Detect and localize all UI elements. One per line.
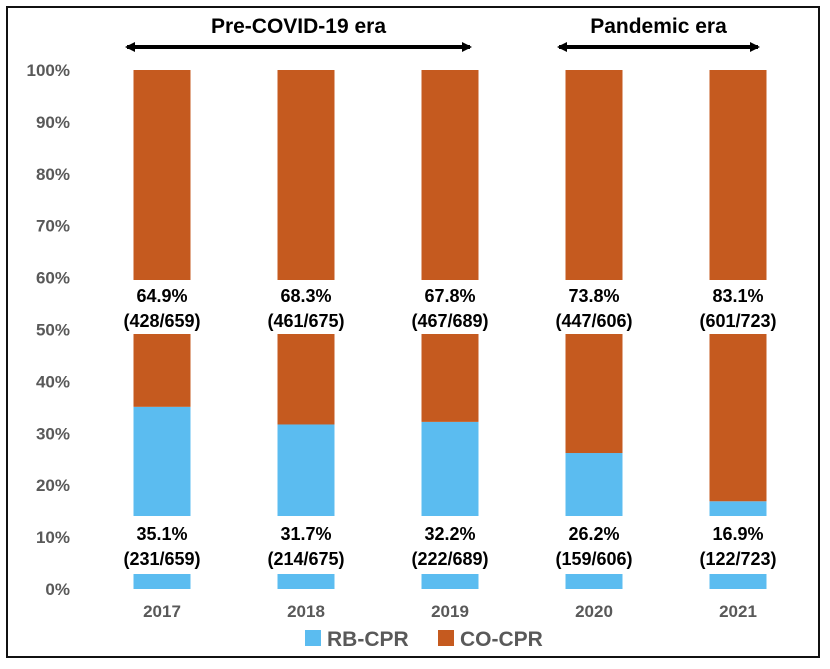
label-background [668, 516, 808, 574]
x-tick-label: 2018 [287, 602, 325, 621]
era-annotations: Pre-COVID-19 era Pandemic era [125, 15, 760, 52]
legend: RB-CPR CO-CPR [305, 628, 543, 651]
data-label-rb-count: (214/675) [267, 549, 344, 569]
label-background [92, 280, 232, 334]
legend-label: CO-CPR [460, 628, 543, 651]
figure-frame [6, 6, 820, 658]
data-label-rb-count: (222/689) [411, 549, 488, 569]
legend-swatch [438, 630, 454, 646]
y-tick-label: 50% [36, 321, 70, 340]
label-background [524, 516, 664, 574]
legend-swatch [305, 630, 321, 646]
x-axis: 2017 2018 2019 2020 2021 [143, 602, 757, 621]
y-tick-label: 70% [36, 217, 70, 236]
data-label-rb-pct: 32.2% [424, 524, 475, 544]
era-label: Pandemic era [590, 15, 727, 38]
x-tick-label: 2017 [143, 602, 181, 621]
y-axis: 0% 10% 20% 30% 40% 50% 60% 70% 80% 90% 100% [27, 61, 70, 599]
bars: 64.9% (428/659) 35.1% (231/659) 68.3% (461/67… [92, 70, 808, 589]
data-label-co-pct: 67.8% [424, 286, 475, 306]
data-label-co-pct: 64.9% [136, 286, 187, 306]
bar-co-cpr [421, 70, 479, 422]
data-label-rb-count: (231/659) [123, 549, 200, 569]
bar-co-cpr [277, 70, 335, 425]
y-tick-label: 0% [45, 580, 70, 599]
data-label-co-count: (467/689) [411, 311, 488, 331]
label-background [668, 280, 808, 334]
data-label-co-count: (601/723) [699, 311, 776, 331]
y-tick-label: 60% [36, 269, 70, 288]
y-tick-label: 40% [36, 372, 70, 391]
data-label-rb-pct: 31.7% [280, 524, 331, 544]
x-tick-label: 2021 [719, 602, 757, 621]
y-tick-label: 90% [36, 113, 70, 132]
y-tick-label: 80% [36, 165, 70, 184]
data-label-rb-count: (122/723) [699, 549, 776, 569]
data-label-rb-pct: 26.2% [568, 524, 619, 544]
data-label-co-count: (461/675) [267, 311, 344, 331]
data-label-co-count: (428/659) [123, 311, 200, 331]
data-label-co-pct: 83.1% [712, 286, 763, 306]
era-label: Pre-COVID-19 era [211, 15, 386, 38]
data-label-co-count: (447/606) [555, 311, 632, 331]
bar-co-cpr [133, 70, 191, 407]
data-label-rb-pct: 35.1% [136, 524, 187, 544]
legend-label: RB-CPR [327, 628, 409, 651]
data-label-rb-count: (159/606) [555, 549, 632, 569]
label-background [524, 280, 664, 334]
data-label-co-pct: 73.8% [568, 286, 619, 306]
y-tick-label: 100% [27, 61, 70, 80]
label-background [92, 516, 232, 574]
data-label-rb-pct: 16.9% [712, 524, 763, 544]
x-tick-label: 2019 [431, 602, 469, 621]
bar-co-cpr [565, 70, 623, 454]
x-tick-label: 2020 [575, 602, 613, 621]
label-background [380, 516, 520, 574]
y-tick-label: 20% [36, 476, 70, 495]
label-background [236, 280, 376, 334]
label-background [380, 280, 520, 334]
label-background [236, 516, 376, 574]
data-label-co-pct: 68.3% [280, 286, 331, 306]
y-tick-label: 10% [36, 528, 70, 547]
y-tick-label: 30% [36, 424, 70, 443]
